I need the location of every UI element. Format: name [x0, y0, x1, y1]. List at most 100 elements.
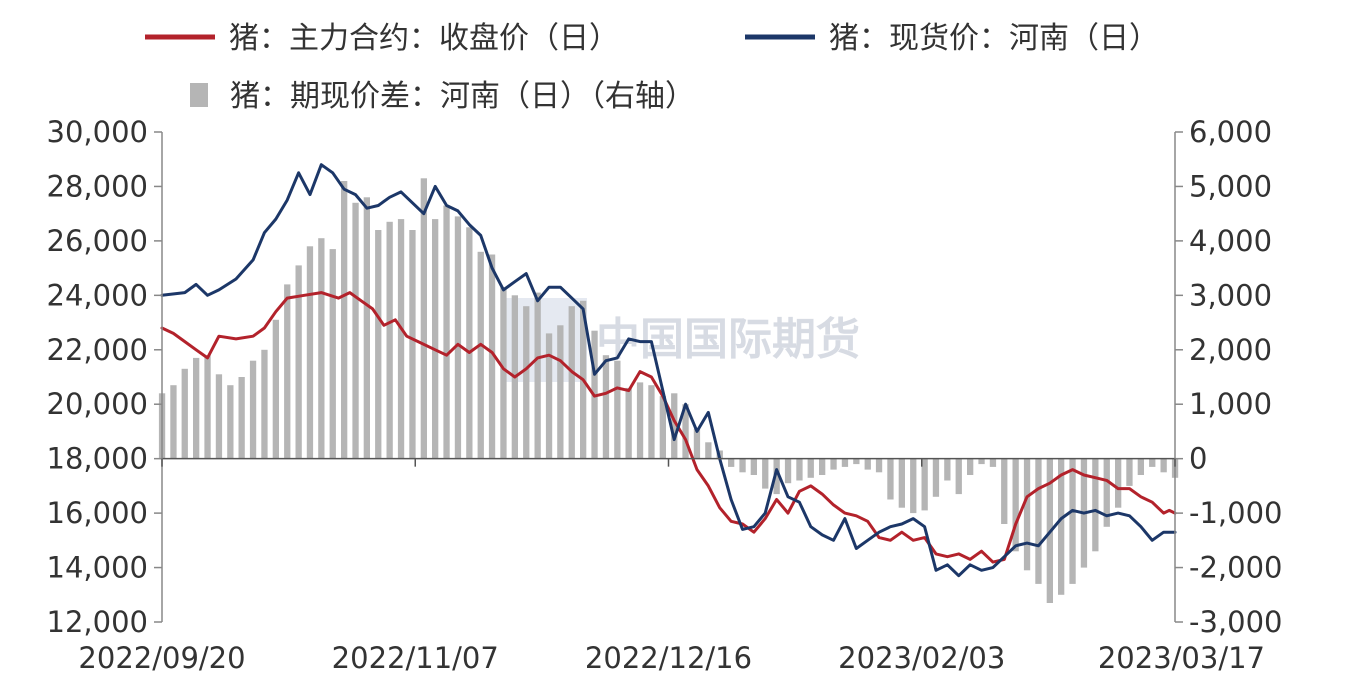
spread-bar — [363, 197, 370, 459]
left-tick-label: 14,000 — [47, 551, 148, 585]
spread-bar — [648, 385, 655, 459]
spread-bar — [967, 458, 974, 475]
spread-bar — [625, 387, 632, 459]
spread-bar — [432, 219, 439, 459]
spread-bar — [249, 360, 257, 459]
spread-bar — [1103, 458, 1110, 527]
spread-bar — [875, 458, 883, 473]
left-tick-label: 24,000 — [47, 278, 148, 312]
spread-bar — [1058, 458, 1065, 595]
spread-bar — [545, 333, 553, 459]
spread-bar — [978, 458, 985, 465]
right-tick-label: -3,000 — [1189, 605, 1283, 639]
spread-bar — [1012, 458, 1019, 552]
right-tick-label: 3,000 — [1189, 278, 1272, 312]
spread-bar — [557, 325, 564, 459]
line-layer — [160, 163, 1177, 578]
spread-bar — [1126, 458, 1133, 486]
spread-bar — [272, 319, 279, 459]
spread-bar — [1160, 458, 1167, 473]
spread-bar — [762, 458, 769, 489]
spread-bar — [443, 205, 450, 459]
right-tick-label: -1,000 — [1189, 496, 1283, 530]
spread-bar — [910, 458, 917, 514]
spread-bar — [215, 374, 223, 459]
spread-bar — [488, 254, 496, 459]
spread-bar — [830, 458, 837, 470]
left-tick-label: 26,000 — [47, 224, 148, 258]
left-tick-label: 16,000 — [47, 496, 148, 530]
right-tick-label: -2,000 — [1189, 551, 1283, 585]
spread-bar — [602, 355, 610, 459]
spread-bar — [420, 178, 427, 459]
spread-bar — [1035, 458, 1042, 584]
spread-bar — [773, 458, 780, 495]
spread-bar — [921, 458, 928, 511]
spread-bar — [841, 458, 849, 467]
spread-bar — [306, 246, 314, 459]
right-tick-label: 6,000 — [1189, 115, 1272, 149]
spread-bar — [170, 385, 177, 459]
spread-bar — [227, 385, 234, 459]
spread-bar — [796, 458, 803, 481]
spread-bar — [614, 360, 621, 459]
left-tick-label: 28,000 — [47, 169, 148, 203]
spread-bar — [864, 458, 871, 470]
spread-bar — [295, 265, 302, 459]
bar-layer — [158, 178, 1179, 603]
spread-bar — [181, 368, 188, 459]
spread-bar — [807, 458, 814, 478]
left-tick-label: 20,000 — [47, 387, 148, 421]
spread-bar — [819, 458, 826, 475]
spread-bar — [1149, 458, 1156, 467]
spread-bar — [1069, 458, 1076, 584]
spread-bar — [989, 458, 997, 467]
spread-bar — [705, 442, 712, 459]
spread-bar — [636, 382, 644, 459]
futures-close-line — [160, 291, 1177, 564]
spread-bar — [750, 458, 757, 475]
spot-price-line — [160, 163, 1177, 578]
spread-bar — [1001, 458, 1008, 524]
spread-bar — [523, 306, 530, 459]
spread-bar — [784, 458, 792, 484]
spread-bar — [534, 292, 541, 459]
spread-bar — [238, 377, 245, 459]
spread-bar — [659, 396, 666, 459]
axis-layer: 12,000 14,000 16,000 18,000 20,000 22,000 24,0… — [47, 115, 1283, 675]
spread-bar — [898, 458, 905, 508]
spread-bar — [955, 458, 962, 495]
spread-bar — [1092, 458, 1099, 552]
x-tick-label: 2022/12/16 — [585, 641, 752, 675]
spread-bar — [1115, 458, 1122, 508]
legend: 猪：主力合约：收盘价（日） 猪：现货价：河南（日） 猪：期现价差：河南（日）（右轴） — [145, 21, 1159, 114]
spread-bar — [261, 349, 268, 459]
legend-label: 猪：主力合约：收盘价（日） — [229, 21, 619, 56]
legend-label: 猪：期现价差：河南（日）（右轴） — [230, 79, 695, 114]
spread-bar — [454, 216, 462, 459]
legend-swatch-bar — [190, 83, 208, 107]
spread-bar — [1137, 458, 1144, 475]
legend-label: 猪：现货价：河南（日） — [829, 21, 1159, 56]
right-tick-label: 4,000 — [1189, 224, 1272, 258]
right-tick-label: 2,000 — [1189, 333, 1272, 367]
spread-bar — [682, 404, 689, 459]
spread-bar — [853, 458, 860, 465]
spread-bar — [397, 219, 405, 459]
spread-bar — [193, 357, 200, 459]
right-tick-label: 5,000 — [1189, 169, 1272, 203]
spread-bar — [887, 458, 894, 500]
spread-bar — [671, 393, 678, 459]
spread-bar — [739, 458, 746, 473]
spread-bar — [284, 284, 291, 459]
spread-bar — [329, 249, 336, 459]
left-tick-label: 22,000 — [47, 333, 148, 367]
spread-bar — [477, 251, 484, 459]
spread-bar — [1023, 458, 1031, 571]
right-tick-label: 1,000 — [1189, 387, 1272, 421]
spread-bar — [318, 238, 325, 459]
spread-bar — [204, 355, 211, 459]
spread-bar — [341, 181, 348, 459]
x-tick-label: 2022/11/07 — [332, 641, 499, 675]
